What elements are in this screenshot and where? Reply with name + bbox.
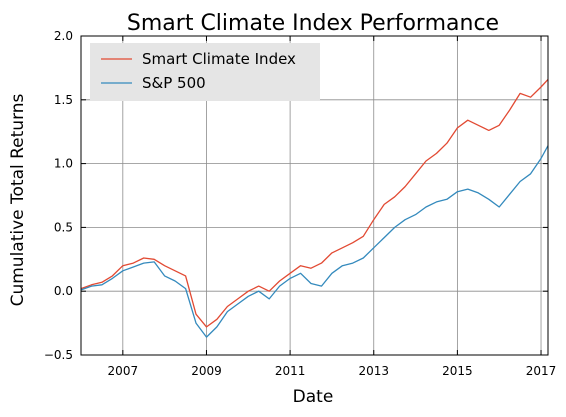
- y-tick-label: 2.0: [54, 29, 73, 43]
- plot-frame: [80, 35, 549, 356]
- series-lines: [80, 78, 549, 338]
- x-tick-label: 2009: [191, 364, 222, 378]
- y-tick-label: 0.0: [54, 284, 73, 298]
- y-tick-label: 1.0: [54, 157, 73, 171]
- axis-ticks: 2007 2009 2011 2013 2015 2017 −0.5 0.0 0.5 1.0 1.5…: [44, 29, 556, 378]
- x-tick-label: 2007: [108, 364, 139, 378]
- series-line-s-p-500: [80, 145, 549, 338]
- x-tick-label: 2017: [526, 364, 557, 378]
- legend-label: Smart Climate Index: [142, 50, 296, 68]
- y-axis-label: Cumulative Total Returns: [8, 93, 28, 306]
- x-axis-label: Date: [293, 387, 334, 407]
- y-tick-label: 1.5: [54, 93, 73, 107]
- series-line-smart-climate-index: [80, 78, 549, 328]
- y-tick-label: −0.5: [44, 348, 73, 362]
- legend-box: [90, 43, 320, 101]
- legend-label: S&P 500: [142, 74, 206, 92]
- legend: Smart Climate Index S&P 500: [90, 43, 320, 101]
- x-tick-label: 2015: [442, 364, 473, 378]
- y-tick-label: 0.5: [54, 220, 73, 234]
- x-tick-label: 2013: [358, 364, 389, 378]
- chart-title: Smart Climate Index Performance: [127, 11, 499, 36]
- x-tick-label: 2011: [275, 364, 306, 378]
